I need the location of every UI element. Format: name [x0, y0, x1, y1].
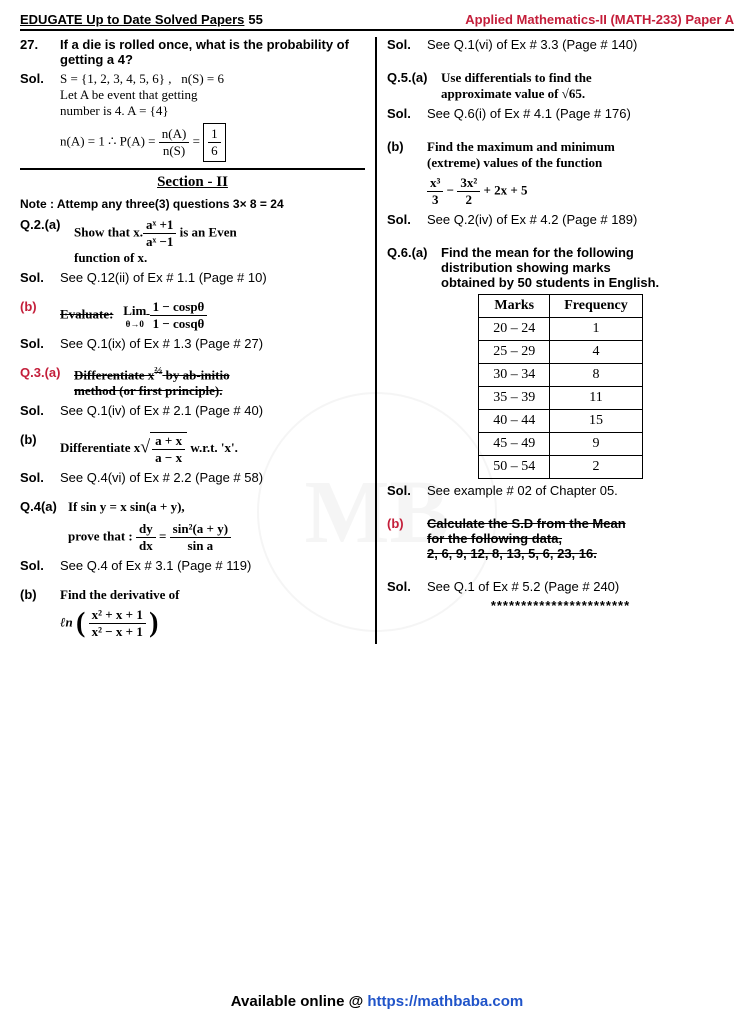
q2b-sol: Sol. See Q.1(ix) of Ex # 1.3 (Page # 27): [20, 336, 365, 351]
q4a-text: If sin y = x sin(a + y), prove that : dy…: [68, 499, 365, 554]
q2b-text: Evaluate: Lim θ→0 1 − cospθ1 − cosqθ: [60, 299, 365, 332]
section-2-note: Note : Attemp any three(3) questions 3× …: [20, 197, 365, 211]
sol-label: Sol.: [20, 336, 60, 351]
q3b-sol-text: See Q.4(vi) of Ex # 2.2 (Page # 58): [60, 470, 365, 485]
sol-label: Sol.: [387, 212, 427, 227]
col-frequency: Frequency: [550, 295, 643, 318]
q4a-num: Q.4(a): [20, 499, 68, 514]
q4b-num: (b): [20, 587, 60, 602]
q4a: Q.4(a) If sin y = x sin(a + y), prove th…: [20, 499, 365, 554]
q6a: Q.6.(a) Find the mean for the following …: [387, 245, 734, 290]
table-row: 45 – 499: [479, 433, 643, 456]
page-footer: Available online @ https://mathbaba.com: [0, 993, 754, 1010]
table-row: 35 – 3911: [479, 387, 643, 410]
q2a-num: Q.2.(a): [20, 217, 74, 232]
q6b: (b) Calculate the S.D from the Mean for …: [387, 516, 734, 561]
right-column: Sol. See Q.1(vi) of Ex # 3.3 (Page # 140…: [377, 37, 734, 644]
q3b-text: Differentiate x√a + xa − x w.r.t. 'x'.: [60, 432, 365, 466]
sol-label: Sol.: [20, 71, 60, 86]
col-marks: Marks: [479, 295, 550, 318]
q6b-sol: Sol. See Q.1 of Ex # 5.2 (Page # 240): [387, 579, 734, 594]
q4b: (b) Find the derivative of ℓn ( x² + x +…: [20, 587, 365, 640]
page-header: EDUGATE Up to Date Solved Papers 55 Appl…: [20, 12, 734, 31]
col2-top-sol-text: See Q.1(vi) of Ex # 3.3 (Page # 140): [427, 37, 734, 52]
q3a-sol-text: See Q.1(iv) of Ex # 2.1 (Page # 40): [60, 403, 365, 418]
q5a-sol: Sol. See Q.6(i) of Ex # 4.1 (Page # 176): [387, 106, 734, 121]
table-row: 25 – 294: [479, 341, 643, 364]
section-2-header: Section - II: [20, 168, 365, 191]
table-row: 40 – 4415: [479, 410, 643, 433]
q4a-sol-text: See Q.4 of Ex # 3.1 (Page # 119): [60, 558, 365, 573]
q27-text: If a die is rolled once, what is the pro…: [60, 37, 365, 67]
q5a-num: Q.5.(a): [387, 70, 441, 85]
q5a: Q.5.(a) Use differentials to find the ap…: [387, 70, 734, 102]
q5b-num: (b): [387, 139, 427, 154]
col2-top-sol: Sol. See Q.1(vi) of Ex # 3.3 (Page # 140…: [387, 37, 734, 52]
sol-label: Sol.: [20, 470, 60, 485]
left-column: 27. If a die is rolled once, what is the…: [20, 37, 377, 644]
q6b-text: Calculate the S.D from the Mean for the …: [427, 516, 734, 561]
page-number: 55: [248, 12, 262, 27]
content-columns: 27. If a die is rolled once, what is the…: [20, 37, 734, 644]
q3b: (b) Differentiate x√a + xa − x w.r.t. 'x…: [20, 432, 365, 466]
q5b-sol-text: See Q.2(iv) of Ex # 4.2 (Page # 189): [427, 212, 734, 227]
header-subject: Applied Mathematics-II (MATH-233) Paper …: [465, 12, 734, 27]
table-row: 20 – 241: [479, 318, 643, 341]
q27-num: 27.: [20, 37, 60, 52]
q2b: (b) Evaluate: Lim θ→0 1 − cospθ1 − cosqθ: [20, 299, 365, 332]
q3b-sol: Sol. See Q.4(vi) of Ex # 2.2 (Page # 58): [20, 470, 365, 485]
q4a-sol: Sol. See Q.4 of Ex # 3.1 (Page # 119): [20, 558, 365, 573]
frequency-table: Marks Frequency 20 – 241 25 – 294 30 – 3…: [478, 294, 643, 479]
q27-sol: Sol. S = {1, 2, 3, 4, 5, 6} , n(S) = 6 L…: [20, 71, 365, 162]
q3a-sol: Sol. See Q.1(iv) of Ex # 2.1 (Page # 40): [20, 403, 365, 418]
q3a-text: Differentiate x⅔ by ab-initio method (or…: [74, 365, 365, 399]
q6a-text: Find the mean for the following distribu…: [441, 245, 734, 290]
q5a-sol-text: See Q.6(i) of Ex # 4.1 (Page # 176): [427, 106, 734, 121]
q3b-num: (b): [20, 432, 60, 447]
table-header-row: Marks Frequency: [479, 295, 643, 318]
sol-label: Sol.: [387, 37, 427, 52]
q6b-num: (b): [387, 516, 427, 531]
q5b-text: Find the maximum and minimum (extreme) v…: [427, 139, 734, 208]
q2a-sol-text: See Q.12(ii) of Ex # 1.1 (Page # 10): [60, 270, 365, 285]
q5b: (b) Find the maximum and minimum (extrem…: [387, 139, 734, 208]
header-brand: EDUGATE Up to Date Solved Papers: [20, 12, 244, 27]
q3a: Q.3.(a) Differentiate x⅔ by ab-initio me…: [20, 365, 365, 399]
q6a-num: Q.6.(a): [387, 245, 441, 260]
table-row: 30 – 348: [479, 364, 643, 387]
q2b-num: (b): [20, 299, 60, 314]
q3a-num: Q.3.(a): [20, 365, 74, 380]
q5b-sol: Sol. See Q.2(iv) of Ex # 4.2 (Page # 189…: [387, 212, 734, 227]
table-row: 50 – 542: [479, 456, 643, 479]
q5a-text: Use differentials to find the approximat…: [441, 70, 734, 102]
q27-sol-body: S = {1, 2, 3, 4, 5, 6} , n(S) = 6 Let A …: [60, 71, 365, 162]
sol-label: Sol.: [387, 106, 427, 121]
q27: 27. If a die is rolled once, what is the…: [20, 37, 365, 67]
q4b-text: Find the derivative of ℓn ( x² + x + 1x²…: [60, 587, 365, 640]
footer-link[interactable]: https://mathbaba.com: [367, 993, 523, 1010]
q2b-sol-text: See Q.1(ix) of Ex # 1.3 (Page # 27): [60, 336, 365, 351]
sol-label: Sol.: [20, 403, 60, 418]
sol-label: Sol.: [387, 483, 427, 498]
q2a: Q.2.(a) Show that x.aˣ +1aˣ −1 is an Eve…: [20, 217, 365, 266]
q2a-text: Show that x.aˣ +1aˣ −1 is an Even functi…: [74, 217, 365, 266]
end-stars: ***********************: [387, 598, 734, 613]
sol-label: Sol.: [20, 558, 60, 573]
sol-label: Sol.: [20, 270, 60, 285]
sol-label: Sol.: [387, 579, 427, 594]
q6b-sol-text: See Q.1 of Ex # 5.2 (Page # 240): [427, 579, 734, 594]
footer-text: Available online @: [231, 993, 368, 1010]
q6a-sol-text: See example # 02 of Chapter 05.: [427, 483, 734, 498]
q6a-sol: Sol. See example # 02 of Chapter 05.: [387, 483, 734, 498]
q2a-sol: Sol. See Q.12(ii) of Ex # 1.1 (Page # 10…: [20, 270, 365, 285]
